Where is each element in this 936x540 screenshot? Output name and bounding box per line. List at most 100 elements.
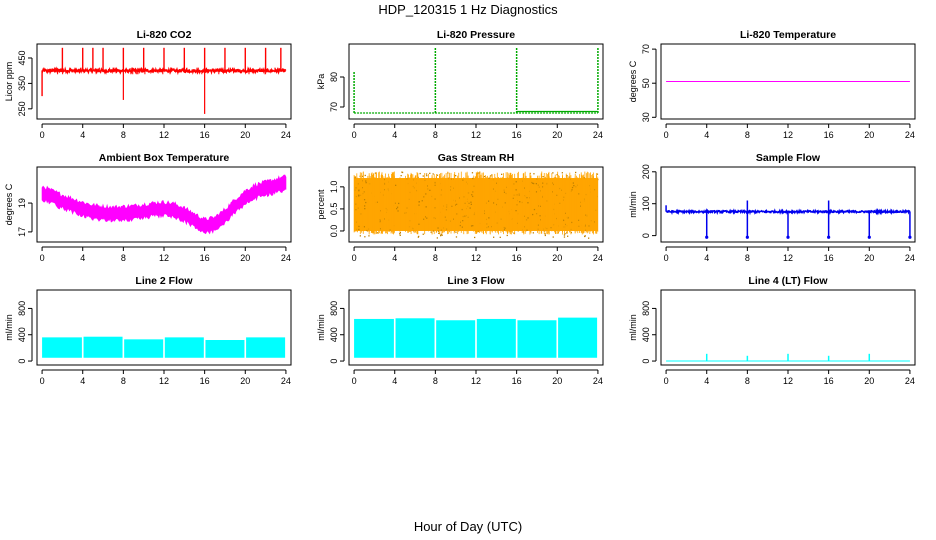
rh-point xyxy=(588,237,590,239)
plot-frame xyxy=(348,166,604,243)
rh-point xyxy=(456,203,458,205)
rh-point xyxy=(440,233,442,236)
rh-point xyxy=(503,229,505,231)
rh-point xyxy=(436,174,439,176)
rh-point xyxy=(468,202,470,204)
y-axis: 30 50 70 xyxy=(641,44,657,122)
y-axis: 0 400 800 xyxy=(17,301,33,364)
rh-point xyxy=(418,201,420,203)
rh-point xyxy=(418,223,420,225)
rh-point xyxy=(469,207,471,209)
panel-title: Li-820 Pressure xyxy=(437,29,515,41)
rh-point xyxy=(361,187,364,189)
rh-point xyxy=(423,196,425,198)
rh-point xyxy=(472,195,474,198)
rh-point xyxy=(478,172,480,174)
x-tick-label: 16 xyxy=(824,376,834,386)
rh-point xyxy=(539,215,541,217)
rh-point xyxy=(513,232,515,234)
rh-point xyxy=(422,175,424,177)
rh-point xyxy=(443,227,445,229)
rh-point xyxy=(499,236,501,238)
y-axis: 0 400 800 xyxy=(641,301,657,364)
rh-point xyxy=(461,208,463,211)
rh-point xyxy=(596,195,598,198)
rh-point xyxy=(376,201,378,203)
rh-point xyxy=(461,226,463,228)
x-tick-label: 8 xyxy=(433,253,438,263)
x-tick-label: 0 xyxy=(664,376,669,386)
rh-point xyxy=(568,176,570,178)
rh-point xyxy=(571,186,574,189)
rh-point xyxy=(588,225,590,227)
y-axis-label: ml/min xyxy=(4,314,14,341)
rh-point xyxy=(571,189,573,191)
rh-point xyxy=(358,195,360,197)
y-tick-label: 0 xyxy=(329,359,339,364)
rh-point xyxy=(584,224,587,226)
rh-point xyxy=(361,175,364,177)
flow-segment xyxy=(246,337,286,358)
x-tick-label: 8 xyxy=(121,130,126,140)
x-axis: 0 4 8 12 16 20 24 xyxy=(352,246,603,263)
rh-point xyxy=(542,182,544,184)
rh-point xyxy=(364,205,366,207)
rh-point xyxy=(423,218,425,220)
panel-title: Line 3 Flow xyxy=(447,275,505,287)
plot-frame xyxy=(36,166,292,243)
x-tick-label: 12 xyxy=(471,130,481,140)
rh-point xyxy=(513,183,515,185)
rh-point xyxy=(575,171,577,174)
x-tick-label: 16 xyxy=(200,376,210,386)
rh-point xyxy=(430,231,432,233)
panel-5: Gas Stream RH percent 0 4 8 12 16 20 24 0.0 0.5 1.0 xyxy=(316,152,604,263)
x-tick-label: 12 xyxy=(783,253,793,263)
x-tick-label: 12 xyxy=(471,253,481,263)
flow-segment xyxy=(436,320,476,358)
rh-point xyxy=(419,172,421,175)
rh-point xyxy=(579,205,581,207)
plot-frame xyxy=(348,289,604,366)
x-axis: 0 4 8 12 16 20 24 xyxy=(664,123,915,140)
y-tick-label: 800 xyxy=(17,301,27,316)
rh-point xyxy=(501,173,503,175)
rh-point xyxy=(471,172,474,174)
x-tick-label: 12 xyxy=(159,130,169,140)
rh-point xyxy=(364,236,366,238)
y-tick-label: 0 xyxy=(17,359,27,364)
rh-point xyxy=(569,178,571,181)
rh-point xyxy=(417,236,419,238)
panel-title: Gas Stream RH xyxy=(438,152,514,164)
rh-point xyxy=(363,226,365,228)
rh-point xyxy=(426,217,428,219)
x-tick-label: 8 xyxy=(121,376,126,386)
series-line-2 xyxy=(42,336,286,358)
y-tick-label: 30 xyxy=(641,112,651,122)
flow-segment xyxy=(517,320,557,358)
rh-point xyxy=(535,183,537,185)
rh-point xyxy=(462,179,464,181)
y-axis-label: Licor ppm xyxy=(4,62,14,102)
rh-point xyxy=(486,223,488,225)
y-axis: 0.0 0.5 1.0 xyxy=(329,181,345,237)
rh-point xyxy=(465,214,468,217)
rh-point xyxy=(464,202,466,204)
panel-6: Sample Flow ml/min 0 4 8 12 16 20 24 0 100 200 xyxy=(628,152,916,263)
x-tick-label: 0 xyxy=(664,130,669,140)
sample-flow-dip-point xyxy=(745,235,749,239)
y-tick-label: 70 xyxy=(641,44,651,54)
rh-point xyxy=(384,182,386,185)
x-tick-label: 24 xyxy=(593,253,603,263)
rh-point xyxy=(541,186,544,188)
panel-title: Line 4 (LT) Flow xyxy=(748,275,828,287)
x-axis: 0 4 8 12 16 20 24 xyxy=(664,369,915,386)
rh-point xyxy=(395,184,397,186)
rh-point xyxy=(418,204,420,206)
x-tick-label: 8 xyxy=(745,130,750,140)
y-tick-label: 450 xyxy=(17,50,27,65)
sample-flow-dip-point xyxy=(908,235,912,239)
x-tick-label: 16 xyxy=(512,376,522,386)
rh-point xyxy=(446,228,448,230)
sample-flow-dip-point xyxy=(867,235,871,239)
